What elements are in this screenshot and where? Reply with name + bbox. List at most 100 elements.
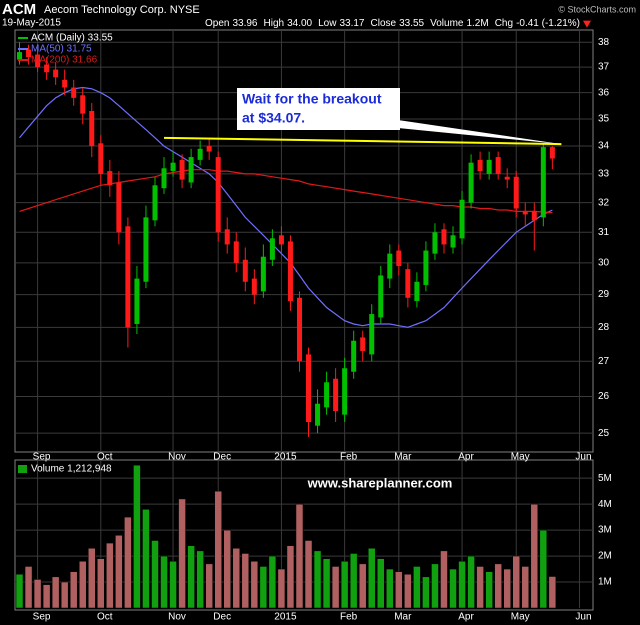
volume-bar: [169, 561, 177, 609]
volume-bar: [539, 529, 548, 609]
candle-body: [215, 157, 221, 233]
candle-body: [378, 275, 384, 318]
x-tick-label: Jun: [575, 452, 591, 463]
y-tick-label: 5M: [598, 473, 612, 484]
x-tick-label: Oct: [97, 612, 113, 623]
quote-value: 33.96: [232, 18, 257, 29]
candle-body: [260, 256, 266, 292]
volume-bar: [42, 584, 51, 609]
volume-bar: [15, 573, 24, 609]
volume-bar: [485, 571, 493, 609]
volume-bar: [494, 563, 502, 609]
volume-bar: [24, 566, 33, 609]
x-tick-label: Feb: [340, 612, 358, 623]
annotation-box: [237, 88, 400, 130]
candle-body: [188, 157, 194, 183]
volume-bar: [142, 509, 150, 609]
y-tick-label: 2M: [598, 551, 612, 562]
candle-body: [495, 157, 501, 174]
y-tick-label: 36: [598, 87, 610, 98]
volume-bar: [178, 498, 186, 609]
candle-body: [224, 229, 230, 245]
y-tick-label: 26: [598, 391, 610, 402]
x-tick-label: Jun: [575, 612, 591, 623]
ma-line: [19, 86, 553, 328]
candle-body: [152, 185, 158, 221]
callout-pointer: [398, 120, 562, 145]
annotation-text: Wait for the breakout: [242, 91, 382, 107]
volume-frame: [14, 459, 594, 611]
candle-body: [405, 269, 411, 298]
candle-body: [324, 382, 330, 408]
candle-body: [89, 111, 95, 147]
volume-bar: [548, 576, 557, 609]
candle-body: [125, 226, 131, 328]
annotation-text: at $34.07.: [242, 110, 305, 126]
legend-label: ACM (Daily) 33.55: [31, 33, 113, 44]
x-tick-label: 2015: [274, 612, 297, 623]
volume-bar: [205, 563, 213, 609]
x-tick-label: Apr: [458, 612, 474, 623]
candle-body: [396, 250, 402, 267]
quote-value: 34.00: [287, 18, 312, 29]
candle-body: [477, 159, 483, 172]
candle-body: [504, 176, 510, 180]
volume-bar: [259, 566, 268, 609]
quote-label: Low: [318, 18, 337, 29]
quote: Open 33.96 High 34.00 Low 33.17 Close 33.55 Volu…: [205, 18, 580, 29]
candle-body: [423, 250, 429, 285]
candle-body: [17, 52, 23, 60]
volume-bar: [160, 555, 168, 609]
trendline: [163, 136, 562, 146]
volume-title: Volume 1,212,948: [31, 464, 112, 475]
volume-bar: [277, 568, 286, 609]
quote-value: 33.17: [339, 18, 364, 29]
candle-body: [116, 182, 122, 233]
y-tick-label: 29: [598, 289, 610, 300]
x-tick-label: Oct: [97, 452, 113, 463]
volume-bar: [377, 558, 385, 609]
volume-bar: [449, 568, 457, 609]
volume-bar: [60, 581, 69, 609]
y-tick-label: 4M: [598, 499, 612, 510]
x-tick-label: Apr: [458, 452, 474, 463]
y-tick-label: 30: [598, 258, 610, 269]
candle-body: [44, 64, 50, 73]
volume-bar: [358, 563, 367, 609]
legend-swatch: [18, 465, 27, 473]
y-tick-label: 34: [598, 141, 610, 152]
volume-bar: [395, 571, 403, 609]
quote-value: 33.55: [399, 18, 424, 29]
candle-body: [342, 368, 348, 415]
volume-bar: [404, 573, 412, 609]
volume-bar: [386, 568, 394, 609]
candle-body: [197, 148, 203, 160]
y-tick-label: 3M: [598, 525, 612, 536]
candle-body: [35, 54, 41, 68]
x-tick-label: Nov: [168, 452, 186, 463]
candle-body: [179, 159, 185, 180]
x-tick-label: Mar: [394, 612, 412, 623]
volume-bar: [187, 545, 195, 609]
candle-body: [206, 146, 212, 152]
candle-body: [71, 87, 77, 98]
candle-body: [351, 340, 357, 372]
volume-bar: [286, 545, 295, 609]
volume-bar: [340, 561, 349, 609]
legend-label: MA(200) 31.66: [31, 55, 98, 66]
volume-bar: [88, 548, 96, 609]
volume-bar: [196, 550, 204, 609]
candle-body: [98, 143, 104, 174]
y-tick-label: 37: [598, 62, 610, 73]
volume-bar: [503, 568, 511, 609]
candle-body: [414, 281, 420, 302]
quote-label: Chg: [495, 18, 513, 29]
candle-body: [315, 403, 321, 426]
y-tick-label: 25: [598, 428, 610, 439]
quote-label: High: [264, 18, 285, 29]
candle-body: [486, 159, 492, 174]
change-arrow: [582, 20, 591, 28]
x-tick-label: Dec: [213, 612, 231, 623]
price-frame: [14, 29, 594, 453]
candle-body: [53, 69, 59, 78]
